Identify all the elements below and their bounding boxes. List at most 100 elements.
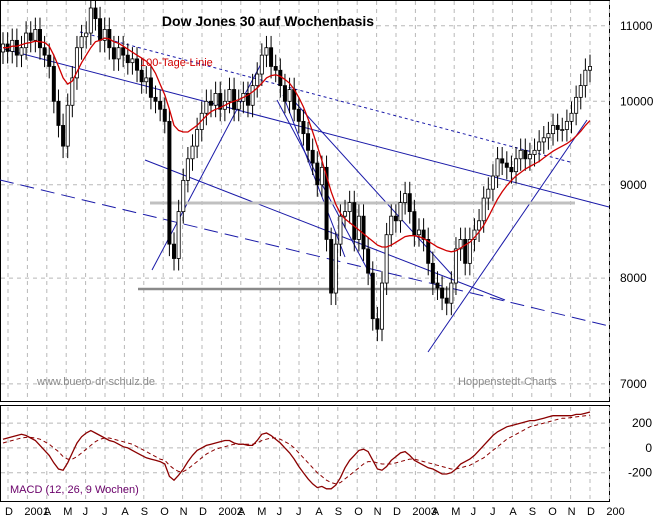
candle-body [541,137,546,143]
x-tick-label: N [180,506,188,518]
candle-body [518,149,523,160]
x-tick-label: A [509,506,517,518]
candle-body [148,77,153,98]
candle-body [490,175,495,190]
candle-body [338,215,343,245]
x-tick-label: M [451,506,460,518]
dotted-resistance-line [79,31,571,163]
candle-body [264,47,269,56]
candle-body [435,282,440,289]
candle-body [356,215,361,240]
x-tick-label: D [587,506,595,518]
candle-body [51,66,56,102]
candle-body [333,243,338,294]
candle-body [347,202,352,213]
candle-body [236,100,241,110]
candle-body [111,47,116,60]
candle-body [181,179,186,213]
candle-body [453,248,458,284]
candle-body [287,89,292,102]
candle-body [504,162,509,168]
x-tick-label: 2001 [24,506,48,518]
candle-body [583,69,588,87]
y-tick-label: 10000 [620,94,654,108]
candle-body [481,197,486,222]
candle-body [370,272,375,320]
candle-body [416,229,421,236]
candle-body [495,158,500,177]
candle-body [546,133,551,139]
candle-body [37,29,42,49]
candle-body [477,220,482,231]
candle-body [139,69,144,83]
candle-body [24,32,29,49]
watermark-left: www.buero-dr-schulz.de [36,376,155,388]
candle-body [319,166,324,186]
macd-line [2,411,591,490]
candle-body [407,193,412,213]
decline-trend-line-b [276,99,373,279]
weekly-candlesticks [0,0,593,342]
x-tick-label: S [529,506,536,518]
candle-body [380,282,385,330]
price-panel-frame [0,0,610,402]
candle-body [564,120,569,130]
moving-average-100-line [3,37,591,253]
candle-body [135,58,140,71]
candle-body [527,154,532,160]
candle-body [440,287,445,299]
x-tick-label: J [83,506,89,518]
x-tick-label: O [354,506,363,518]
x-tick-label: J [102,506,108,518]
candle-body [176,211,181,259]
x-tick-label: S [335,506,342,518]
candle-body [185,158,190,181]
candle-body [218,93,223,110]
x-tick-label: 200 [606,506,624,518]
candle-body [306,133,311,151]
candle-body [250,85,255,106]
macd-legend-label: MACD (12, 26, 9 Wochen) [10,484,139,496]
candle-body [56,100,61,126]
candle-body [79,36,84,49]
candle-body [61,125,66,147]
candle-body [204,100,209,114]
candle-body [532,149,537,155]
ma-legend-label: 100-Tage-Linie [140,57,213,69]
candle-body [278,69,283,87]
candle-body [509,166,514,173]
chart-title: Dow Jones 30 auf Wochenbasis [162,13,374,29]
candle-body [421,229,426,240]
candle-body [430,262,435,284]
candle-body [389,215,394,236]
macd-tick-label: 0 [645,441,652,455]
candle-body [102,29,107,41]
candle-body [19,47,24,56]
candle-body [301,120,306,135]
candle-body [33,29,38,41]
candle-body [42,47,47,56]
decline-trend-line-a [282,94,346,258]
y-tick-label: 9000 [620,178,647,192]
x-tick-label: J [296,506,302,518]
candle-body [569,112,574,122]
candle-body [116,47,121,60]
candle-body [384,234,389,284]
candle-body [588,66,593,71]
x-tick-label: A [121,506,129,518]
x-tick-label: N [374,506,382,518]
candle-body [162,108,167,122]
x-tick-label: A [315,506,323,518]
x-tick-label: N [568,506,576,518]
candle-body [255,73,260,87]
candle-body [296,108,301,122]
candle-body [208,100,213,106]
y-tick-label: 11000 [620,19,653,33]
candle-body [282,85,287,102]
candle-body [514,158,519,173]
decline-trend-line-c [292,99,453,276]
candle-body [245,93,250,106]
x-tick-label: J [471,506,477,518]
